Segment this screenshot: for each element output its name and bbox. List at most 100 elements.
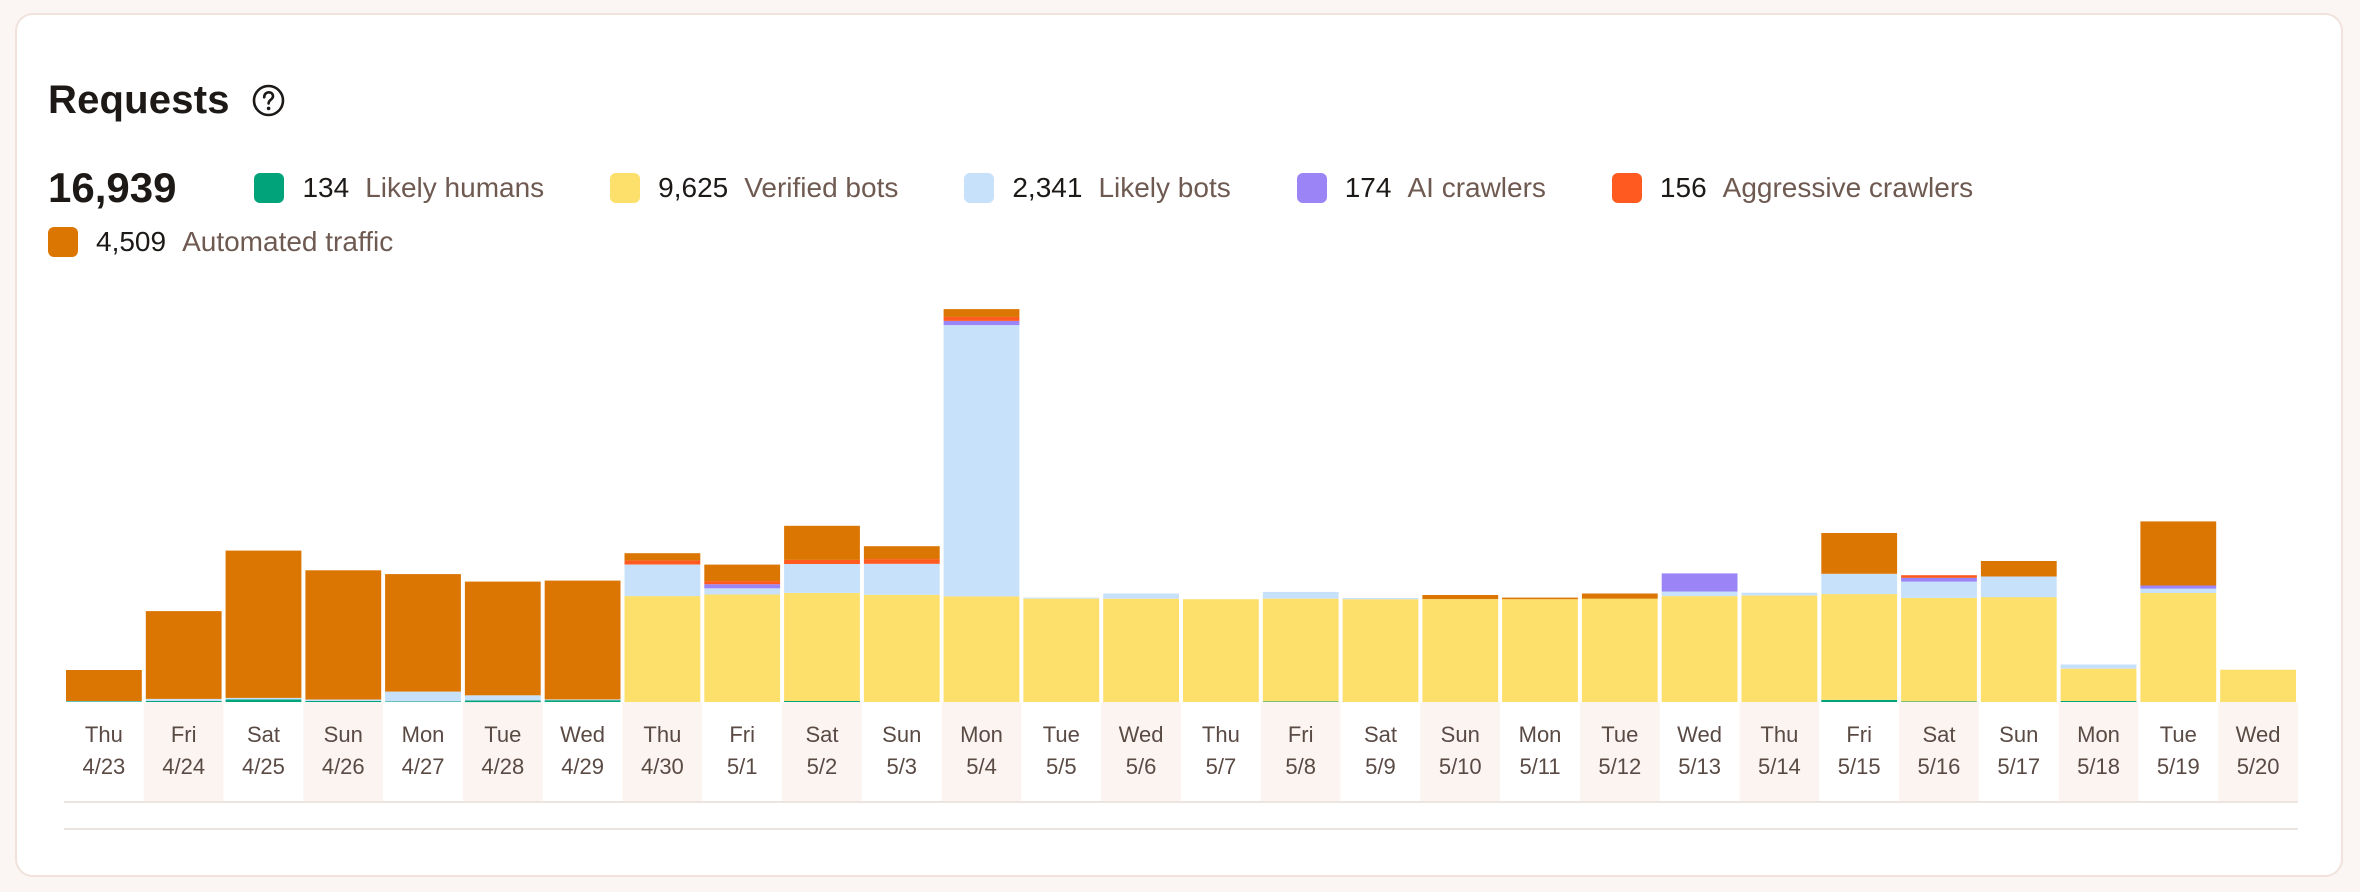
bar-segment[interactable] — [1661, 573, 1738, 592]
bar-segment[interactable] — [943, 316, 1020, 321]
bar-segment[interactable] — [1980, 576, 2057, 598]
bar-segment[interactable] — [385, 701, 461, 703]
bar-segment[interactable] — [1901, 577, 1977, 582]
bar-segment[interactable] — [624, 560, 701, 565]
bar-segment[interactable] — [544, 699, 621, 701]
bar-segment[interactable] — [624, 553, 701, 561]
bar-segment[interactable] — [1581, 598, 1658, 702]
bar-segment[interactable] — [624, 596, 701, 702]
bar-segment[interactable] — [863, 546, 940, 560]
bar-segment[interactable] — [863, 594, 940, 702]
bar-segment[interactable] — [1821, 594, 1898, 700]
x-tick-day: Wed — [2236, 722, 2281, 747]
bar-segment[interactable] — [1422, 595, 1499, 600]
bar-segment[interactable] — [1342, 599, 1419, 702]
bar-segment[interactable] — [863, 559, 940, 564]
x-tick-day: Thu — [643, 722, 681, 747]
bar-segment[interactable] — [1023, 598, 1100, 702]
bar-segment[interactable] — [2140, 588, 2217, 593]
legend-item-automated-traffic[interactable]: 4,509 Automated traffic — [48, 221, 393, 263]
bar-segment[interactable] — [943, 321, 1020, 326]
bar-segment[interactable] — [464, 581, 541, 696]
bar-segment[interactable] — [1741, 592, 1818, 596]
bar-segment[interactable] — [2140, 521, 2217, 586]
question-circle-icon[interactable] — [252, 84, 285, 117]
bar-segment[interactable] — [1262, 591, 1339, 599]
bar-segment[interactable] — [704, 588, 781, 595]
bar-segment[interactable] — [704, 584, 781, 589]
x-tick-date: 5/10 — [1439, 754, 1482, 779]
bar-segment[interactable] — [225, 550, 302, 698]
bar-segment[interactable] — [1581, 593, 1658, 599]
bar-segment[interactable] — [784, 525, 860, 560]
bar-segment[interactable] — [1821, 699, 1898, 702]
bar-segment[interactable] — [704, 564, 781, 582]
bar-segment[interactable] — [1262, 701, 1339, 703]
bar-segment[interactable] — [464, 700, 541, 703]
tick-band — [2218, 702, 2298, 802]
legend-item-verified-bots[interactable]: 9,625 Verified bots — [610, 167, 898, 209]
bar-segment[interactable] — [1422, 599, 1499, 702]
bar-segment[interactable] — [2140, 585, 2217, 589]
x-tick-date: 5/17 — [1997, 754, 2040, 779]
bar-segment[interactable] — [2060, 668, 2137, 701]
bar-segment[interactable] — [1741, 595, 1818, 702]
legend-item-ai-crawlers[interactable]: 174 AI crawlers — [1296, 167, 1546, 209]
bar-segment[interactable] — [1502, 599, 1578, 702]
bar-segment[interactable] — [385, 691, 461, 702]
tick-band — [1260, 702, 1341, 802]
bar-segment[interactable] — [1023, 597, 1100, 599]
bar-segment[interactable] — [1342, 597, 1419, 600]
bar-segment[interactable] — [305, 699, 382, 701]
bar-segment[interactable] — [784, 701, 860, 702]
bar-segment[interactable] — [464, 695, 541, 701]
bar-segment[interactable] — [305, 570, 382, 700]
bar-segment[interactable] — [1103, 598, 1179, 702]
bar-segment[interactable] — [1661, 591, 1738, 597]
bar-segment[interactable] — [2220, 669, 2296, 702]
bar-segment[interactable] — [385, 574, 461, 692]
bar-segment[interactable] — [1980, 597, 2057, 702]
legend-item-likely-humans[interactable]: 134 Likely humans — [254, 167, 544, 209]
bar-segment[interactable] — [1661, 596, 1738, 702]
bar-segment[interactable] — [66, 701, 142, 703]
bar-segment[interactable] — [225, 699, 302, 702]
legend-item-likely-bots[interactable]: 2,341 Likely bots — [964, 167, 1231, 209]
tick-band — [1340, 702, 1421, 802]
bar-segment[interactable] — [624, 564, 701, 597]
bar-segment[interactable] — [1980, 561, 2057, 577]
bar-segment[interactable] — [943, 596, 1020, 702]
bar-segment[interactable] — [1901, 575, 1977, 578]
bar-segment[interactable] — [2060, 664, 2137, 669]
bar-segment[interactable] — [1821, 573, 1898, 595]
bar-segment[interactable] — [863, 563, 940, 595]
legend-count: 9,625 — [658, 172, 729, 203]
bar-segment[interactable] — [784, 559, 860, 564]
bar-segment[interactable] — [943, 325, 1020, 597]
bar-segment[interactable] — [66, 701, 142, 702]
bar-segment[interactable] — [1262, 598, 1339, 702]
bar-segment[interactable] — [145, 701, 222, 702]
bar-segment[interactable] — [544, 700, 621, 702]
bar-segment[interactable] — [2060, 701, 2137, 702]
bar-segment[interactable] — [1901, 701, 1977, 703]
bar-segment[interactable] — [1502, 597, 1578, 600]
bar-segment[interactable] — [1821, 533, 1898, 574]
bar-segment[interactable] — [784, 564, 860, 593]
bar-segment[interactable] — [1103, 593, 1179, 599]
bar-segment[interactable] — [145, 611, 222, 699]
bar-segment[interactable] — [544, 580, 621, 700]
legend-item-aggressive-crawlers[interactable]: 156 Aggressive crawlers — [1611, 167, 1973, 209]
bar-segment[interactable] — [784, 593, 860, 701]
bar-segment[interactable] — [1901, 597, 1977, 702]
bar-segment[interactable] — [305, 701, 382, 702]
bar-segment[interactable] — [225, 697, 302, 700]
bar-segment[interactable] — [1183, 599, 1259, 702]
bar-segment[interactable] — [145, 698, 222, 701]
bar-segment[interactable] — [704, 581, 781, 585]
bar-segment[interactable] — [2140, 593, 2217, 702]
bar-segment[interactable] — [704, 594, 781, 703]
bar-segment[interactable] — [66, 670, 142, 701]
bar-segment[interactable] — [1901, 581, 1977, 598]
bar-segment[interactable] — [943, 309, 1020, 317]
